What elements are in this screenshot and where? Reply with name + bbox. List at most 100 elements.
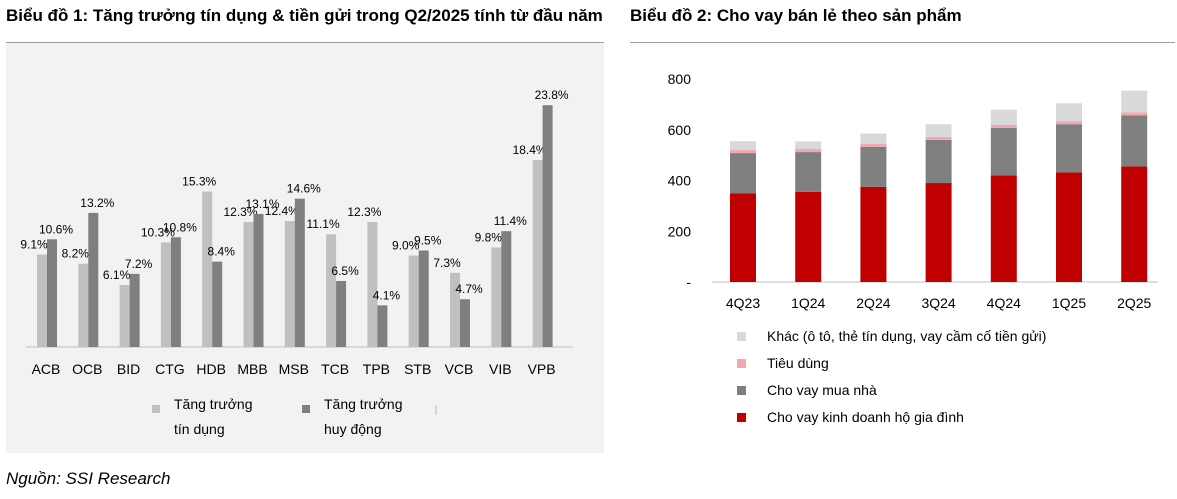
- chart2-title-rule: [630, 42, 1175, 43]
- chart1-bar-credit-stb: [408, 255, 419, 347]
- chart1-bar-credit-bid: [119, 285, 130, 347]
- chart1-legend-label-1-line2: huy động: [324, 421, 382, 437]
- chart1-bar-deposit-vib: [501, 231, 512, 347]
- chart2-category-label-4q24: 4Q24: [987, 295, 1021, 311]
- chart2-bar-segment-3-1q24: [795, 141, 822, 150]
- chart1-value-label-credit-msb: 12.4%: [265, 204, 299, 218]
- chart2-bar-segment-1-1q25: [1056, 124, 1082, 173]
- chart2-legend-swatch-0: [737, 332, 746, 341]
- chart1-value-label-credit-vcb: 7.3%: [433, 256, 461, 270]
- chart2-legend-swatch-1: [737, 359, 746, 368]
- chart2-bar-segment-0-2q25: [1121, 166, 1148, 282]
- chart2-ytick-label-0: -: [686, 274, 691, 290]
- chart2-bar-segment-0-4q24: [990, 175, 1017, 282]
- chart2-bar-segment-0-2q24: [860, 186, 887, 282]
- chart2-bar-segment-3-3q24: [925, 124, 952, 137]
- chart1-value-label-deposit-bid: 7.2%: [125, 257, 153, 271]
- chart1-value-label-credit-vib: 9.8%: [475, 230, 503, 244]
- chart1-value-label-credit-tpb: 12.3%: [347, 205, 381, 219]
- chart2-bar-segment-2-4q23: [730, 150, 756, 154]
- chart2-bar-segment-2-4q24: [990, 124, 1017, 128]
- chart2-legend-label-0: Khác (ô tô, thẻ tín dụng, vay cầm cố tiề…: [767, 328, 1046, 344]
- chart2-category-label-1q24: 1Q24: [791, 295, 825, 311]
- chart2-bar-segment-2-2q25: [1121, 112, 1148, 116]
- chart2-bar-segment-0-1q24: [795, 191, 822, 282]
- chart2-bar-segment-2-2q24: [860, 143, 887, 147]
- chart1-value-label-deposit-vpb: 23.8%: [535, 88, 569, 102]
- chart2-category-label-3q24: 3Q24: [921, 295, 955, 311]
- chart1-bar-credit-tcb: [326, 234, 337, 347]
- chart1-value-label-credit-hdb: 15.3%: [182, 175, 216, 189]
- chart1-bar-credit-vpb: [532, 160, 543, 347]
- chart1-panel: 9.1% 10.6% ACB 8.2% 13.2% OCB 6.1% 7.2% BID 10.3%…: [6, 43, 604, 453]
- chart1-value-label-deposit-vcb: 4.7%: [455, 282, 483, 296]
- chart1-bar-deposit-ocb: [88, 212, 99, 347]
- chart2-bar-segment-1-2q24: [860, 146, 887, 187]
- chart2-legend-swatch-2: [737, 386, 746, 395]
- chart1-value-label-deposit-tpb: 4.1%: [373, 288, 401, 302]
- chart2-ytick-label-2: 400: [668, 173, 692, 189]
- chart1-value-label-credit-tcb: 11.1%: [307, 217, 340, 231]
- chart1-bar-credit-vcb: [450, 272, 460, 347]
- chart2-ytick-label-4: 800: [668, 71, 692, 87]
- chart2-bar-segment-2-3q24: [925, 136, 952, 140]
- chart1-value-label-credit-mbb: 12.3%: [223, 205, 257, 219]
- chart1-bar-deposit-stb: [418, 250, 429, 347]
- chart1-bar-deposit-acb: [47, 239, 57, 347]
- chart1-value-label-credit-bid: 6.1%: [103, 268, 131, 282]
- chart2-bar-segment-2-1q24: [795, 149, 822, 153]
- chart1-category-label-acb: ACB: [32, 361, 61, 377]
- chart1-bar-credit-msb: [284, 221, 295, 347]
- chart2-title: Biểu đồ 2: Cho vay bán lẻ theo sản phẩm: [630, 6, 962, 25]
- chart1-title: Biểu đồ 1: Tăng trưởng tín dụng & tiền g…: [6, 6, 603, 25]
- chart1-category-label-mbb: MBB: [237, 361, 267, 377]
- chart1-legend-swatch-0: [152, 405, 160, 413]
- chart1-category-label-tcb: TCB: [321, 361, 349, 377]
- chart2-category-label-2q24: 2Q24: [856, 295, 890, 311]
- chart1-category-label-ocb: OCB: [72, 361, 102, 377]
- chart1-category-label-bid: BID: [117, 361, 140, 377]
- chart1-title-rule: [6, 42, 604, 43]
- chart1-value-label-deposit-stb: 9.5%: [414, 233, 442, 247]
- chart1-bar-credit-vib: [491, 247, 502, 347]
- chart2-bar-segment-2-1q25: [1056, 121, 1082, 125]
- chart1-value-label-deposit-mbb: 13.1%: [245, 197, 279, 211]
- chart2-category-label-1q25: 1Q25: [1052, 295, 1086, 311]
- chart2-bar-segment-0-1q25: [1056, 172, 1082, 282]
- chart2-ytick-label-3: 600: [668, 122, 692, 138]
- chart1-category-label-tpb: TPB: [363, 361, 390, 377]
- chart1-bar-deposit-vpb: [542, 105, 553, 347]
- source-note: Nguồn: SSI Research: [6, 469, 171, 488]
- chart1-bar-deposit-vcb: [460, 299, 470, 347]
- chart1-value-label-deposit-ctg: 10.8%: [163, 220, 197, 234]
- chart1-value-label-deposit-vib: 11.4%: [494, 214, 527, 228]
- chart1-legend-swatch-1: [302, 405, 310, 413]
- chart1-legend-label-0-line2: tín dụng: [174, 421, 225, 437]
- chart1-value-label-deposit-tcb: 6.5%: [331, 264, 359, 278]
- chart2-svg: - 200 400 600 800 4Q23 1Q24 2Q24 3Q24 4Q24 1Q25 2Q2…: [668, 71, 1158, 425]
- chart2-bar-segment-1-1q24: [795, 152, 822, 192]
- chart1-bar-deposit-hdb: [212, 261, 223, 347]
- chart2-bar-segment-0-4q23: [730, 193, 756, 282]
- chart2-bar-segment-0-3q24: [925, 183, 952, 282]
- chart1-value-label-deposit-ocb: 13.2%: [80, 196, 114, 210]
- chart1-bar-credit-ctg: [160, 242, 171, 347]
- chart2-bar-segment-3-2q25: [1121, 90, 1148, 113]
- chart1-value-label-credit-acb: 9.1%: [20, 238, 48, 252]
- chart1-category-label-vcb: VCB: [445, 361, 474, 377]
- chart1-category-label-stb: STB: [404, 361, 431, 377]
- chart2-category-label-2q25: 2Q25: [1117, 295, 1151, 311]
- chart2-category-label-4q23: 4Q23: [726, 295, 760, 311]
- chart1-bar-deposit-ctg: [170, 237, 181, 347]
- chart1-value-label-credit-vpb: 18.4%: [513, 143, 547, 157]
- chart1-bar-deposit-tcb: [336, 280, 347, 347]
- chart2-legend-swatch-3: [737, 413, 746, 422]
- chart2-ytick-label-1: 200: [668, 223, 692, 239]
- chart1-bar-deposit-mbb: [253, 213, 264, 347]
- chart2-bar-segment-1-3q24: [925, 139, 952, 184]
- chart1-bar-deposit-tpb: [377, 305, 388, 347]
- chart1-legend-label-0-line1: Tăng trưởng: [174, 396, 252, 412]
- chart2-bar-segment-3-2q24: [860, 133, 887, 144]
- chart1-category-label-msb: MSB: [279, 361, 309, 377]
- chart1-value-label-deposit-acb: 10.6%: [39, 222, 73, 236]
